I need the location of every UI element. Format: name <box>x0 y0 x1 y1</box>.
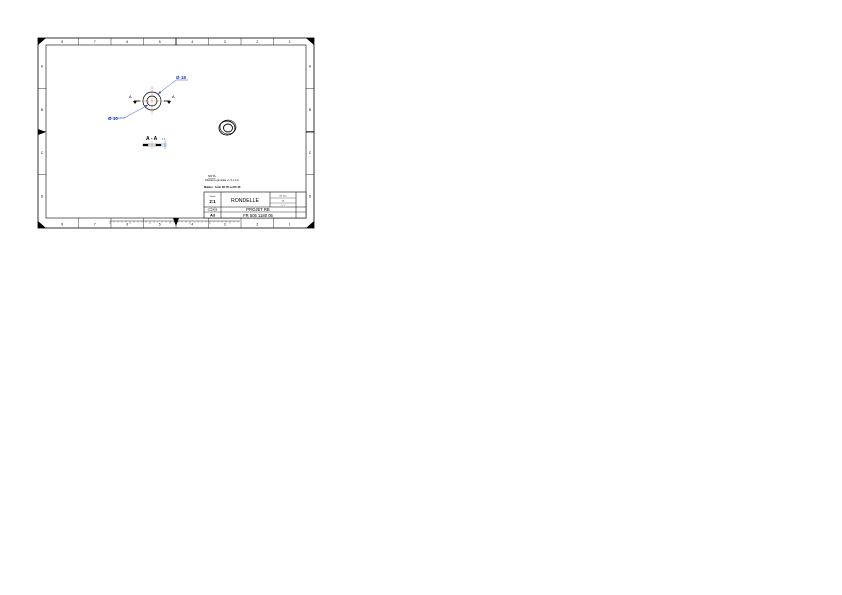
washer-section-left <box>142 143 149 147</box>
centering-arrow-left <box>38 129 46 135</box>
inner-diameter-leader <box>123 104 149 119</box>
project-name: PROJET RB <box>246 207 270 212</box>
scale-value: 2:1 <box>209 199 216 204</box>
zone-label-left: D <box>41 194 44 198</box>
section-view: A - A 1.6 <box>142 136 167 149</box>
zone-label-top: 3 <box>224 40 226 44</box>
ref-bottom: 1 / 1 <box>281 205 284 207</box>
front-view: A A Ø 18 Ø 10 +0.1 / 0 <box>108 75 188 121</box>
zone-label-top: 5 <box>159 40 161 44</box>
zone-label-bottom: 5 <box>159 223 161 227</box>
projection-symbol <box>207 207 218 212</box>
zone-label-bottom: 3 <box>224 223 226 227</box>
iso-outer-edge <box>218 120 236 136</box>
zone-label-bottom: 8 <box>61 223 63 227</box>
zone-label-top: 7 <box>94 40 96 44</box>
corner-mark-bottom-right <box>306 221 314 228</box>
part-name: RONDELLE <box>231 198 260 204</box>
inner-diameter-tolerance: +0.1 / 0 <box>119 118 125 120</box>
zone-label-left: A <box>41 65 44 69</box>
ref-mid: Qté <box>282 200 285 203</box>
tolerance-note: Tolérance générale +/- 0,1 mm <box>205 179 239 182</box>
bottom-ruler <box>109 220 240 224</box>
zone-label-right: D <box>309 194 312 198</box>
section-marker-right: A <box>172 94 175 99</box>
zone-label-right: C <box>309 151 312 155</box>
washer-inner-circle <box>146 95 158 107</box>
corner-mark-top-left <box>38 38 46 45</box>
inner-diameter-arrow <box>145 105 148 107</box>
sheet-format: A3 <box>210 213 216 218</box>
section-arrow-left <box>133 101 137 104</box>
zone-label-right: A <box>309 65 312 69</box>
iso-outer-edge-back <box>219 119 237 135</box>
isometric-view <box>218 119 237 136</box>
zone-label-bottom: 2 <box>256 223 258 227</box>
drawing-number: FR 505 1180 05 <box>243 213 273 218</box>
notes-title: NOTA <box>208 174 216 178</box>
zone-label-bottom: 4 <box>191 223 193 227</box>
corner-mark-bottom-left <box>38 221 46 228</box>
title-block: Echelle 2:1 RONDELLE Ref. client Qté 1 /… <box>203 191 307 219</box>
outer-diameter-label: Ø 18 <box>176 75 186 80</box>
inner-diameter-label: Ø 10 <box>108 116 118 121</box>
thickness-label: 1.6 <box>162 138 166 141</box>
section-marker-left: A <box>129 94 132 99</box>
centering-arrow-bottom <box>173 218 179 226</box>
outer-diameter-leader <box>157 79 177 95</box>
right-zone-labels: A B C D <box>306 65 314 198</box>
zone-label-top: 2 <box>256 40 258 44</box>
zone-label-bottom: 6 <box>126 223 128 227</box>
zone-label-top: 1 <box>289 40 291 44</box>
bottom-zone-labels: 8 7 6 5 4 3 2 1 <box>61 218 291 228</box>
zone-label-top: 8 <box>61 40 63 44</box>
zone-label-bottom: 7 <box>94 223 96 227</box>
zone-label-left: B <box>41 108 43 112</box>
zone-label-right: B <box>309 108 311 112</box>
zone-label-left: C <box>41 151 44 155</box>
outer-diameter-arrow <box>158 91 161 94</box>
corner-mark-top-right <box>306 38 314 45</box>
iso-inner-hole <box>223 123 233 133</box>
material-note: Matière : Acier DC 05 ou DC 06 <box>204 186 241 189</box>
scale-label: Echelle <box>210 196 216 198</box>
section-title: A - A <box>146 136 158 142</box>
washer-outer-circle <box>142 91 162 111</box>
zone-label-top: 6 <box>126 40 128 44</box>
washer-section-right <box>155 143 162 147</box>
zone-label-bottom: 1 <box>289 223 291 227</box>
ref-top: Ref. client <box>279 195 287 198</box>
section-arrow-right <box>167 101 171 104</box>
notes-block: NOTA Tolérance générale +/- 0,1 mm Matiè… <box>204 174 241 189</box>
zone-label-top: 4 <box>191 40 193 44</box>
